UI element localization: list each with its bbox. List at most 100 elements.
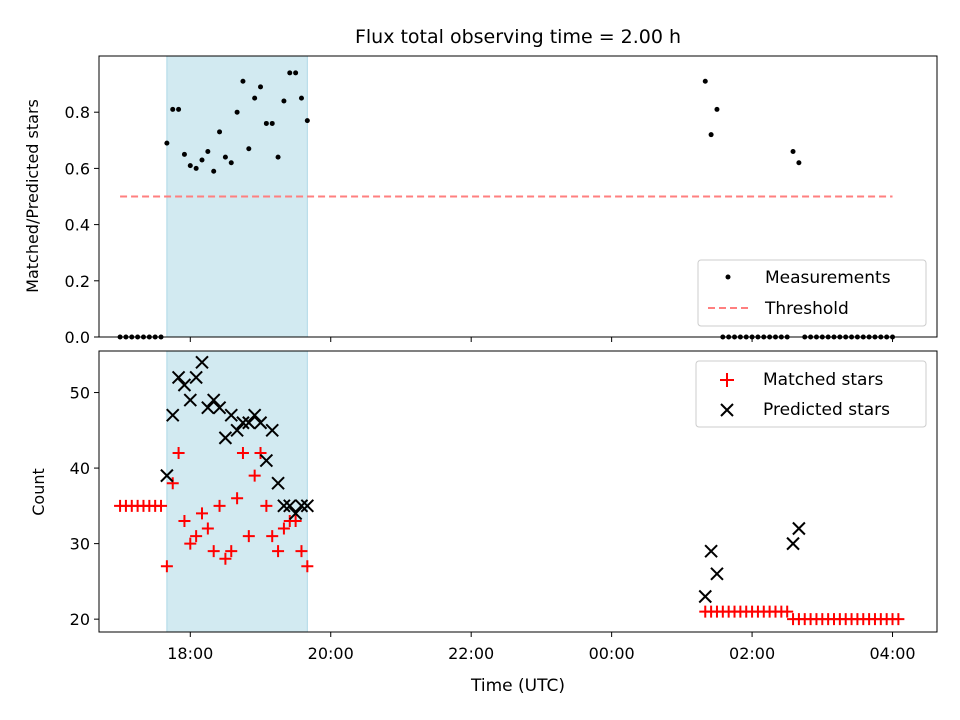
bottom-plot-area: 20 30 40 50 18:00 20:00 22:00 00:00 02:00 04:00 <box>70 350 938 663</box>
matched-star-point <box>195 507 208 520</box>
measurement-point <box>796 160 802 166</box>
top-y-tick-label: 0.8 <box>65 103 90 122</box>
x-tick-label: 20:00 <box>308 644 354 663</box>
matched-star-point <box>260 499 273 512</box>
matched-star-point <box>242 530 255 543</box>
measurement-point <box>164 140 170 146</box>
matched-star-point <box>207 545 220 558</box>
matched-star-point <box>272 545 285 558</box>
chart-title: Flux total observing time = 2.00 h <box>355 26 681 48</box>
bottom-axes-frame <box>98 350 938 633</box>
measurement-point <box>217 129 223 135</box>
measurement-point <box>187 163 193 169</box>
matched-star-point <box>266 530 279 543</box>
measurement-point <box>234 109 240 115</box>
bottom-y-axis-label: Count <box>29 468 48 516</box>
bottom-y-tick-label: 20 <box>70 610 90 629</box>
bottom-legend: Matched stars Predicted stars <box>695 360 927 428</box>
top-axes-frame <box>98 55 938 338</box>
measurement-point <box>181 151 187 157</box>
top-legend-box <box>697 259 927 327</box>
x-tick-label: 22:00 <box>448 644 494 663</box>
predicted-star-point <box>212 400 227 415</box>
matched-star-point <box>201 522 214 535</box>
measurement-point <box>708 132 714 138</box>
legend-matched-label: Matched stars <box>763 370 883 390</box>
matched-star-point <box>155 499 168 512</box>
predicted-star-point <box>277 499 291 513</box>
legend-predicted-label: Predicted stars <box>763 400 890 420</box>
predicted-star-point <box>201 400 215 415</box>
top-y-axis-label: Matched/Predicted stars <box>23 99 42 293</box>
measurement-point <box>269 120 275 126</box>
matched-star-point <box>225 545 238 558</box>
x-tick-label: 18:00 <box>167 644 213 663</box>
measurement-point <box>287 70 293 76</box>
matched-star-point <box>301 560 314 573</box>
bottom-y-tick-label: 40 <box>70 459 90 478</box>
matched-star-point <box>160 560 173 573</box>
predicted-star-point <box>259 453 274 468</box>
matched-star-point <box>781 605 794 618</box>
predicted-star-point <box>171 370 186 385</box>
measurement-point <box>298 95 304 101</box>
bottom-panel: Count Time (UTC) 20 30 40 50 18:00 20:00 22:00… <box>29 350 938 696</box>
matched-star-point <box>184 537 197 550</box>
matched-star-point <box>248 469 261 482</box>
predicted-star-point <box>704 544 718 558</box>
predicted-star-point <box>242 416 256 430</box>
x-tick-label: 02:00 <box>729 644 775 663</box>
predicted-star-point <box>183 393 197 407</box>
legend-predicted-marker <box>720 403 734 417</box>
top-plot-area: 0.0 0.2 0.4 0.6 0.8 <box>65 55 938 347</box>
predicted-star-point <box>283 499 297 513</box>
predicted-star-point <box>786 536 800 551</box>
predicted-star-point <box>271 476 285 490</box>
predicted-star-point <box>265 423 279 438</box>
bottom-legend-box <box>695 360 927 428</box>
x-axis-label: Time (UTC) <box>470 676 565 696</box>
predicted-star-point <box>206 393 221 407</box>
predicted-star-point <box>177 378 192 392</box>
measurement-point <box>176 106 182 112</box>
matched-star-point <box>231 492 244 505</box>
bottom-highlight-span <box>166 350 308 633</box>
legend-matched-marker <box>720 373 734 387</box>
matched-star-point <box>254 446 267 459</box>
measurement-point <box>199 157 205 163</box>
predicted-star-point <box>160 468 174 483</box>
legend-measurements-label: Measurements <box>765 268 891 288</box>
measurement-point <box>246 146 252 152</box>
measurement-point <box>240 78 246 84</box>
x-tick-label: 04:00 <box>869 644 915 663</box>
matched-star-point <box>166 477 179 490</box>
predicted-star-point <box>294 499 309 513</box>
predicted-star-point <box>166 408 180 422</box>
measurement-point <box>263 120 269 126</box>
legend-threshold-label: Threshold <box>764 299 849 319</box>
predicted-star-point <box>218 431 233 445</box>
predicted-star-point <box>224 408 238 422</box>
top-y-tick-label: 0.2 <box>65 272 90 291</box>
top-y-tick-label: 0.6 <box>65 159 90 178</box>
predicted-star-point <box>792 521 806 536</box>
legend-measurements-marker <box>725 274 731 280</box>
predicted-star-point <box>253 416 268 430</box>
measurement-point <box>281 98 287 104</box>
predicted-star-point <box>698 589 712 604</box>
measurement-point <box>252 95 258 101</box>
predicted-star-point <box>236 416 250 430</box>
matched-star-point <box>236 446 249 459</box>
matched-star-point <box>892 613 905 626</box>
matched-star-point <box>277 522 290 535</box>
predicted-star-point <box>230 423 244 438</box>
matched-star-point <box>190 530 203 543</box>
measurement-point <box>790 149 796 155</box>
measurement-point <box>222 154 228 160</box>
predicted-star-point <box>710 567 724 581</box>
measurement-point <box>205 149 211 155</box>
matched-star-point <box>289 514 302 527</box>
matched-star-point <box>213 499 226 512</box>
top-panel: Flux total observing time = 2.00 h Match… <box>23 26 938 347</box>
